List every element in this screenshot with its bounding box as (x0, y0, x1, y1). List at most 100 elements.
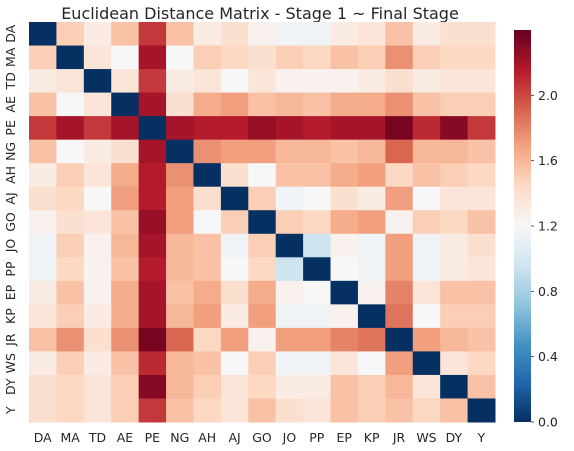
heatmap-cell-AE-EP (330, 92, 359, 117)
heatmap-cell-TD-AJ (220, 69, 249, 94)
heatmap-cell-JO-TD (83, 233, 112, 258)
heatmap-cell-PP-Y (467, 257, 496, 282)
x-tick-label: TD (88, 430, 106, 445)
heatmap-cell-MA-WS (412, 45, 441, 70)
heatmap-cell-AE-AJ (220, 92, 249, 117)
heatmap-cell-Y-JO (275, 398, 304, 423)
heatmap-cell-WS-AE (111, 351, 140, 376)
y-tick-label: PP (3, 261, 18, 277)
heatmap-cell-NG-KP (357, 139, 386, 164)
heatmap-cell-TD-TD (83, 69, 112, 94)
heatmap-cell-Y-DY (440, 398, 469, 423)
heatmap-cell-PP-DY (440, 257, 469, 282)
x-tick-label: PE (145, 430, 161, 445)
heatmap-cell-PE-TD (83, 116, 112, 141)
heatmap-cell-PE-MA (56, 116, 85, 141)
y-tick-label: AE (3, 96, 18, 113)
heatmap-cell-JR-Y (467, 327, 496, 352)
heatmap-cell-KP-PP (303, 304, 332, 329)
x-tick-label: MA (60, 430, 80, 445)
heatmap-cell-MA-PP (303, 45, 332, 70)
heatmap-cell-TD-PP (303, 69, 332, 94)
heatmap-cell-AJ-DY (440, 186, 469, 211)
heatmap-cell-JO-AE (111, 233, 140, 258)
heatmap-cell-PP-GO (248, 257, 277, 282)
heatmap-cell-KP-JO (275, 304, 304, 329)
y-tick-label: EP (3, 284, 18, 300)
heatmap-cell-MA-GO (248, 45, 277, 70)
heatmap-cell-AH-MA (56, 163, 85, 188)
heatmap-cell-PE-JO (275, 116, 304, 141)
heatmap-cell-JO-AJ (220, 233, 249, 258)
heatmap-cell-AJ-KP (357, 186, 386, 211)
heatmap-cell-WS-PE (138, 351, 167, 376)
heatmap-cell-MA-Y (467, 45, 496, 70)
heatmap-cell-NG-AE (111, 139, 140, 164)
heatmap-cell-DA-WS (412, 22, 441, 47)
heatmap-cell-EP-NG (166, 280, 194, 305)
heatmap-cell-DY-Y (467, 374, 496, 399)
heatmap-cell-WS-EP (330, 351, 359, 376)
heatmap-cell-AH-GO (248, 163, 277, 188)
x-tick-label: AJ (228, 430, 240, 445)
heatmap-cell-AE-PE (138, 92, 167, 117)
heatmap-cell-JR-PE (138, 327, 167, 352)
y-tick-label: JO (3, 239, 18, 254)
heatmap-cell-DA-PP (303, 22, 332, 47)
heatmap-cell-DA-AE (111, 22, 140, 47)
heatmap-cell-DA-TD (83, 22, 112, 47)
heatmap-cell-JR-GO (248, 327, 277, 352)
heatmap-cell-JR-WS (412, 327, 441, 352)
heatmap-cell-TD-AH (193, 69, 222, 94)
heatmap-cell-AH-PE (138, 163, 167, 188)
heatmap-cell-PP-MA (56, 257, 85, 282)
heatmap-cell-TD-Y (467, 69, 496, 94)
heatmap-cell-AJ-AJ (220, 186, 249, 211)
heatmap-cell-PP-DA (29, 257, 57, 282)
heatmap-cell-TD-EP (330, 69, 359, 94)
heatmap-cell-WS-NG (166, 351, 194, 376)
heatmap-cell-JR-AE (111, 327, 140, 352)
heatmap-cell-PE-PE (138, 116, 167, 141)
heatmap-cell-DA-KP (357, 22, 386, 47)
heatmap-cell-DY-AE (111, 374, 140, 399)
y-tick-label: AJ (3, 192, 18, 204)
heatmap-cell-TD-GO (248, 69, 277, 94)
heatmap-cell-Y-MA (56, 398, 85, 423)
heatmap-cell-AE-KP (357, 92, 386, 117)
colorbar-tick-label: 2.0 (538, 88, 558, 103)
heatmap-cell-JO-KP (357, 233, 386, 258)
heatmap-cell-KP-Y (467, 304, 496, 329)
heatmap-cell-PE-AJ (220, 116, 249, 141)
heatmap-cell-KP-TD (83, 304, 112, 329)
heatmap-cell-WS-TD (83, 351, 112, 376)
heatmap-cell-Y-WS (412, 398, 441, 423)
heatmap-cell-GO-NG (166, 210, 194, 235)
heatmap-cell-DY-DY (440, 374, 469, 399)
heatmap-cell-AH-KP (357, 163, 386, 188)
heatmap-cell-JO-JO (275, 233, 304, 258)
heatmap-cell-DA-MA (56, 22, 85, 47)
heatmap-cell-WS-Y (467, 351, 496, 376)
heatmap-cell-JO-Y (467, 233, 496, 258)
colorbar-tick-label: 0.4 (538, 349, 558, 364)
heatmap-cell-WS-GO (248, 351, 277, 376)
heatmap-cell-NG-TD (83, 139, 112, 164)
x-tick-label: KP (364, 430, 380, 445)
y-tick-label: GO (3, 212, 18, 232)
heatmap-cell-EP-MA (56, 280, 85, 305)
heatmap-cell-KP-DA (29, 304, 57, 329)
y-tick-label: PE (3, 120, 18, 136)
heatmap-cell-Y-NG (166, 398, 194, 423)
heatmap-cell-DY-AJ (220, 374, 249, 399)
heatmap-cell-GO-EP (330, 210, 359, 235)
heatmap-cell-GO-GO (248, 210, 277, 235)
heatmap-cell-WS-PP (303, 351, 332, 376)
heatmap-cell-TD-NG (166, 69, 194, 94)
heatmap-cell-EP-WS (412, 280, 441, 305)
x-tick-label: PP (309, 430, 325, 445)
heatmap-cell-PE-PP (303, 116, 332, 141)
y-tick-label: WS (3, 353, 18, 373)
heatmap-cell-GO-AE (111, 210, 140, 235)
heatmap-cell-PP-WS (412, 257, 441, 282)
